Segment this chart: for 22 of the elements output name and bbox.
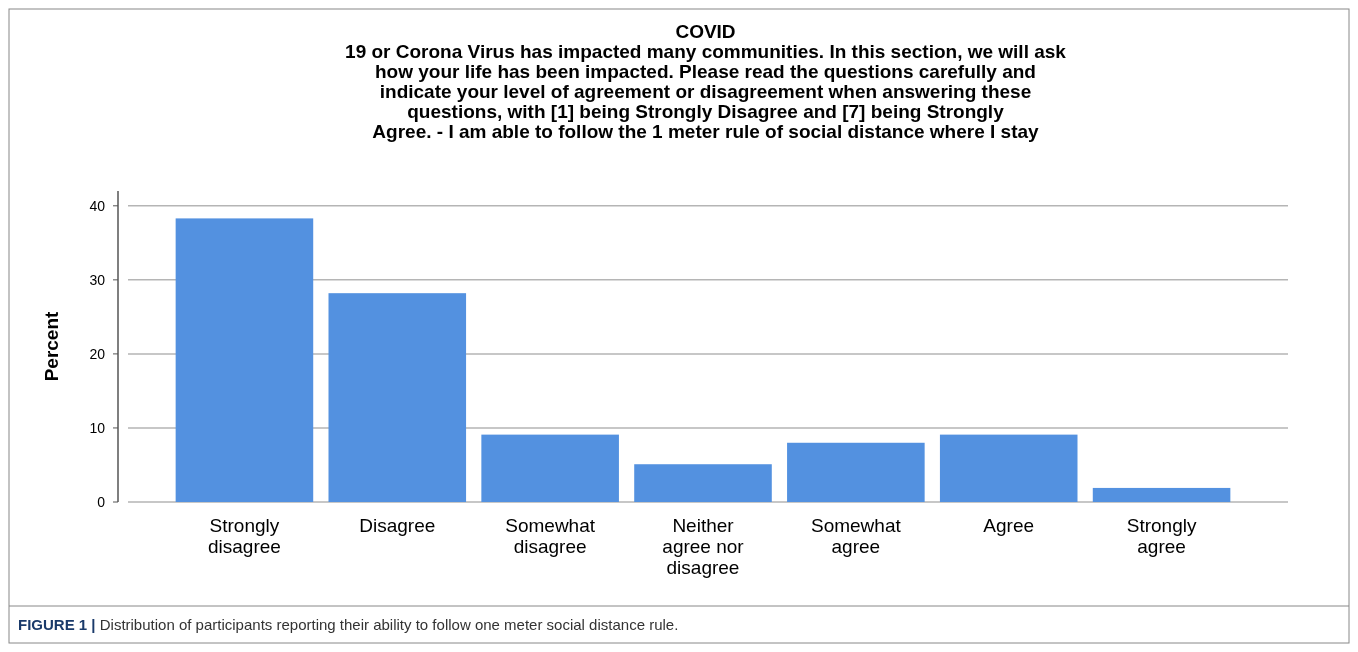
y-axis-title: Percent	[41, 310, 62, 382]
bar	[481, 434, 619, 502]
x-tick-label: Strongly disagree	[207, 515, 281, 557]
bar	[175, 218, 314, 502]
caption: FIGURE 1 | Distribution of participants reporting their ability to follow one meter social distance rule.	[18, 616, 679, 633]
bar	[939, 434, 1078, 502]
x-tick-label: Somewhat disagree	[505, 515, 596, 557]
y-tick-label: 40	[89, 197, 106, 214]
y-tick-label: 20	[89, 345, 106, 362]
x-tick-label: Disagree	[359, 515, 436, 536]
y-tick-label: 0	[97, 493, 106, 510]
bar	[328, 293, 467, 502]
bar	[787, 442, 925, 502]
y-tick-label: 10	[89, 419, 106, 436]
x-tick-label: Strongly agree	[1126, 515, 1197, 557]
x-tick-label: Neither agree nor disagree	[662, 515, 745, 578]
x-tick-label: Somewhat agree	[810, 515, 902, 557]
chart-title: COVID 19 or Corona Virus has impacted many communities. In this section, we will ask how your life has been impacted. Please read the questions carefully and indicate your level of agreement or disagreement when answering these questions, with [1] being Strongly Disagree and [7] being Strongly Agree. - I am able to follow the 1 meter rule of social distance where I stay	[345, 21, 1067, 142]
y-tick-label: 30	[89, 271, 106, 288]
bar	[634, 464, 772, 502]
bar	[1092, 487, 1231, 502]
x-tick-label: Agree	[983, 515, 1035, 536]
